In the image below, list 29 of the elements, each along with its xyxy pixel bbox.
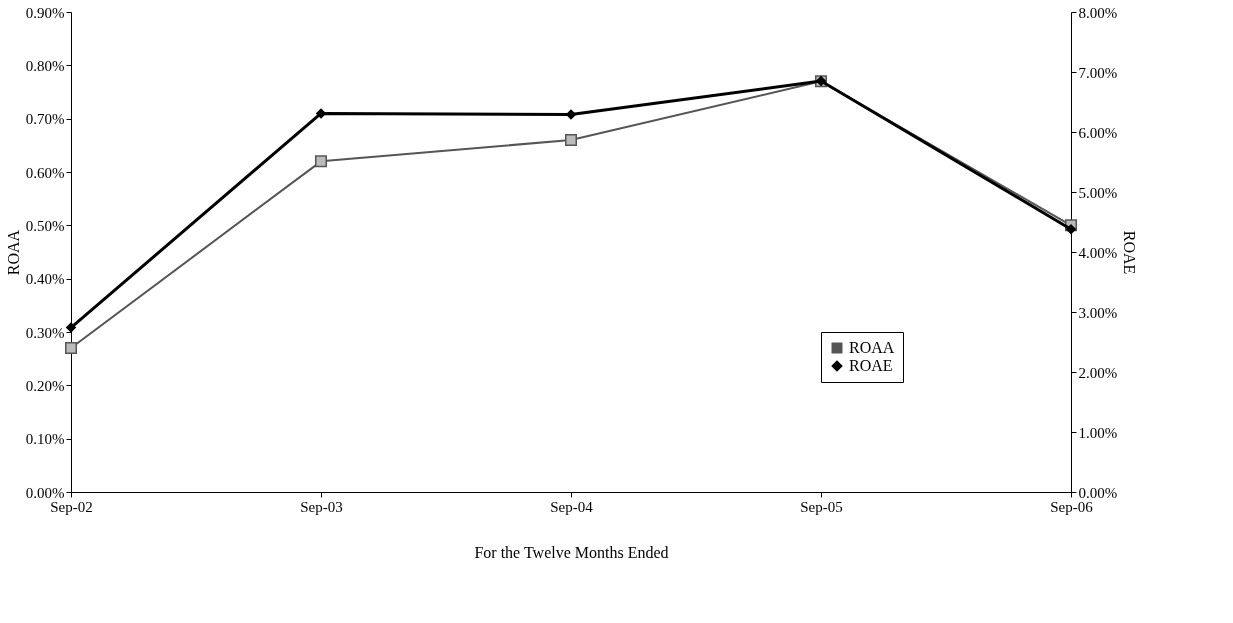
y2-tick-label: 6.00% [1078,124,1118,141]
x-tick-label: Sep-02 [50,498,93,515]
y2-tick-label: 3.00% [1078,304,1118,321]
y-tick-label: 0.80% [25,57,65,74]
y2-tick-label: 4.00% [1078,244,1118,261]
y-tick-label: 0.90% [25,4,65,21]
y2-tick-label: 7.00% [1078,64,1118,81]
y2-tick-label: 2.00% [1078,364,1118,381]
x-tick-label: Sep-03 [300,498,343,515]
x-tick-label: Sep-06 [1050,498,1094,515]
x-tick-label: Sep-05 [800,498,843,515]
y-tick-label: 0.10% [25,431,65,448]
y-tick-label: 0.40% [25,271,65,288]
y-axis-title: ROAA [4,229,22,276]
y2-tick-label: 5.00% [1078,184,1118,201]
y2-tick-label: 1.00% [1078,424,1118,441]
legend-label: ROAE [849,357,893,374]
y-tick-label: 0.00% [25,484,65,501]
y-tick-label: 0.20% [25,377,65,394]
y-tick-label: 0.30% [25,324,65,341]
y2-tick-label: 0.00% [1078,484,1118,501]
x-tick-label: Sep-04 [550,498,594,515]
y-tick-label: 0.50% [25,217,65,234]
x-axis-title: For the Twelve Months Ended [474,543,669,561]
y2-tick-label: 8.00% [1078,4,1118,21]
y2-axis-title: ROAE [1121,230,1139,275]
y-tick-label: 0.70% [25,111,65,128]
y-tick-label: 0.60% [25,164,65,181]
legend-label: ROAA [849,339,895,356]
